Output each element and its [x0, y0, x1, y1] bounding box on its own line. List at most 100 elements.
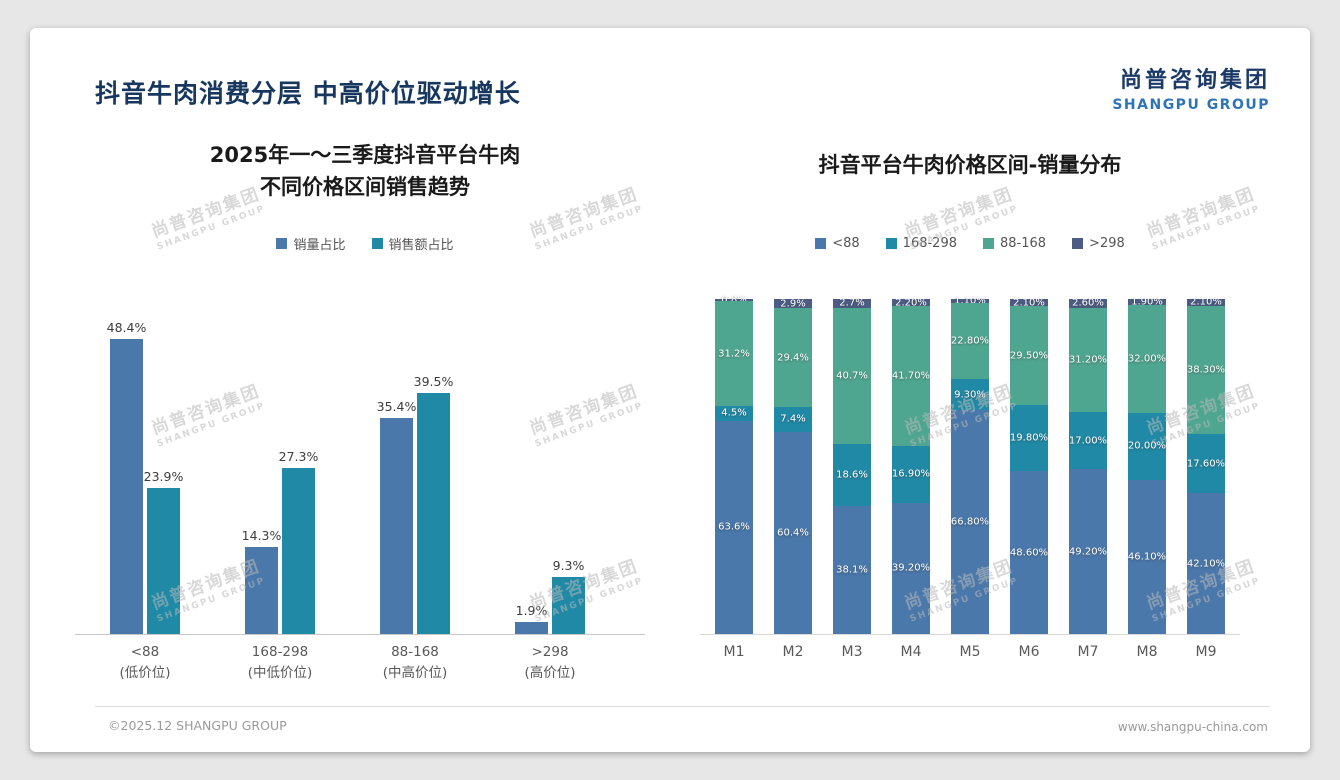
legend-swatch [815, 238, 827, 249]
segment-value-label: 4.5% [721, 407, 747, 419]
month-label: M7 [1077, 644, 1099, 660]
segment-88: 42.10% [1187, 493, 1225, 634]
segment-value-label: 29.50% [1009, 350, 1049, 361]
bar-volume-share: 14.3% [242, 528, 281, 634]
footer-divider [95, 706, 1270, 707]
company-logo: 尚普咨询集团 SHANGPU GROUP [1112, 62, 1270, 113]
segment-88: 49.20% [1069, 469, 1107, 634]
segment-value-label: 1.90% [1131, 296, 1163, 308]
category-name: >298 [531, 644, 569, 660]
bar-revenue-share: 9.3% [552, 558, 585, 634]
legend-label: >298 [1089, 236, 1125, 251]
segment-value-label: 48.60% [1009, 547, 1049, 559]
month-label: M6 [1018, 644, 1040, 660]
watermark-en: SHANGPU GROUP [1150, 203, 1263, 253]
bar-group: 35.4% 39.5% 88-168 (中高价位) [376, 315, 454, 681]
month-label: M2 [782, 644, 804, 660]
segment-88: 66.80% [951, 410, 989, 634]
bar-revenue-share: 27.3% [279, 449, 318, 634]
stacked-bar: 2.20% 41.70% 16.90% 39.20% M4 [891, 297, 931, 660]
category-sublabel: (高价位) [524, 664, 576, 681]
stacked-bar: 2.10% 38.30% 17.60% 42.10% M9 [1186, 297, 1226, 660]
segment-value-label: 1.10% [954, 295, 986, 307]
month-label: M9 [1195, 644, 1217, 660]
left-chart-title-line1: 2025年一～三季度抖音平台牛肉 [209, 143, 521, 167]
legend-swatch [983, 238, 994, 249]
legend-label: 168-298 [902, 236, 957, 251]
category-label: 168-298 (中低价位) [210, 642, 350, 684]
segment-value-label: 2.10% [1013, 297, 1045, 309]
segment-value-label: 2.7% [839, 297, 865, 309]
legend-item: 168-298 [885, 236, 957, 251]
left-chart-title-line2: 不同价格区间销售趋势 [260, 174, 470, 199]
right-chart-title: 抖音平台牛肉价格区间-销量分布 [818, 153, 1122, 177]
segment-value-label: 7.4% [780, 413, 806, 425]
segment-168-298: 7.4% [774, 406, 812, 432]
bar-value-label: 1.9% [515, 603, 548, 619]
legend-swatch [885, 238, 897, 249]
left-chart-legend: 销量占比 销售额占比 [70, 234, 660, 253]
segment-168-298: 19.80% [1010, 404, 1048, 472]
legend-swatch [371, 238, 383, 249]
bar-group: 48.4% 23.9% <88 (低价位) [107, 315, 184, 681]
logo-en-text: SHANGPU GROUP [1112, 97, 1270, 113]
segment-88-168: 38.30% [1186, 305, 1226, 434]
segment-298: 2.10% [1187, 297, 1225, 308]
legend-label: <88 [832, 236, 860, 251]
segment-value-label: 63.6% [718, 521, 750, 533]
stacked-bar: 2.60% 31.20% 17.00% 49.20% M7 [1068, 298, 1108, 660]
month-label: M3 [841, 644, 863, 660]
stacked-bar: 2.9% 29.4% 7.4% 60.4% M2 [774, 298, 812, 660]
segment-value-label: 38.30% [1186, 364, 1226, 376]
segment-value-label: 17.00% [1068, 435, 1108, 447]
month-label: M5 [959, 644, 981, 660]
bar-value-label: 9.3% [552, 558, 585, 574]
legend-swatch [1072, 238, 1084, 249]
segment-298: 2.9% [774, 298, 812, 310]
segment-value-label: 9.30% [954, 389, 986, 401]
legend-item: 销售额占比 [371, 234, 454, 253]
logo-cn-text: 尚普咨询集团 [1119, 68, 1270, 93]
segment-298: 2.60% [1069, 298, 1107, 309]
bar-value-label: 27.3% [278, 448, 319, 464]
segment-88-168: 41.70% [892, 306, 930, 447]
category-name: <88 [130, 644, 160, 660]
segment-168-298: 4.5% [715, 405, 753, 421]
segment-value-label: 38.1% [836, 564, 868, 576]
page-title: 抖音牛肉消费分层 中高价位驱动增长 [95, 79, 521, 108]
bar-group: 14.3% 27.3% 168-298 (中低价位) [242, 315, 319, 681]
month-label: M1 [723, 644, 745, 660]
segment-value-label: 39.20% [891, 562, 931, 574]
segment-88-168: 40.7% [833, 307, 871, 445]
segment-value-label: 46.10% [1127, 551, 1167, 563]
segment-298: 1.90% [1128, 296, 1166, 308]
bar-value-label: 14.3% [241, 527, 282, 543]
legend-item: <88 [815, 236, 860, 251]
bar-group: 1.9% 9.3% >298 (高价位) [515, 315, 585, 681]
category-sublabel: (低价位) [119, 664, 171, 681]
segment-88: 39.20% [891, 502, 931, 634]
segment-168-298: 20.00% [1128, 412, 1166, 480]
category-sublabel: (中高价位) [382, 664, 448, 681]
segment-298: 2.7% [833, 297, 871, 309]
segment-88-168: 31.2% [715, 301, 753, 406]
segment-value-label: 2.9% [780, 298, 806, 310]
segment-88-168: 29.4% [774, 308, 812, 407]
month-label: M8 [1136, 644, 1158, 660]
bar-revenue-share: 39.5% [414, 374, 453, 634]
segment-value-label: 32.00% [1127, 353, 1167, 365]
segment-168-298: 16.90% [892, 446, 930, 503]
segment-value-label: 31.20% [1068, 354, 1108, 366]
segment-298: 2.10% [1010, 297, 1048, 309]
stacked-bar: 1.90% 32.00% 20.00% 46.10% M8 [1127, 296, 1167, 660]
segment-88-168: 31.20% [1068, 307, 1108, 413]
segment-value-label: 60.4% [777, 527, 809, 539]
footer-website: www.shangpu-china.com [1117, 720, 1268, 734]
segment-value-label: 22.80% [950, 335, 990, 347]
segment-168-298: 18.6% [833, 444, 871, 507]
segment-88: 46.10% [1127, 479, 1167, 634]
bar-value-label: 35.4% [376, 399, 417, 415]
footer-copyright: ©2025.12 SHANGPU GROUP [108, 718, 287, 733]
left-chart-title: 2025年一～三季度抖音平台牛肉 不同价格区间销售趋势 [70, 140, 660, 203]
